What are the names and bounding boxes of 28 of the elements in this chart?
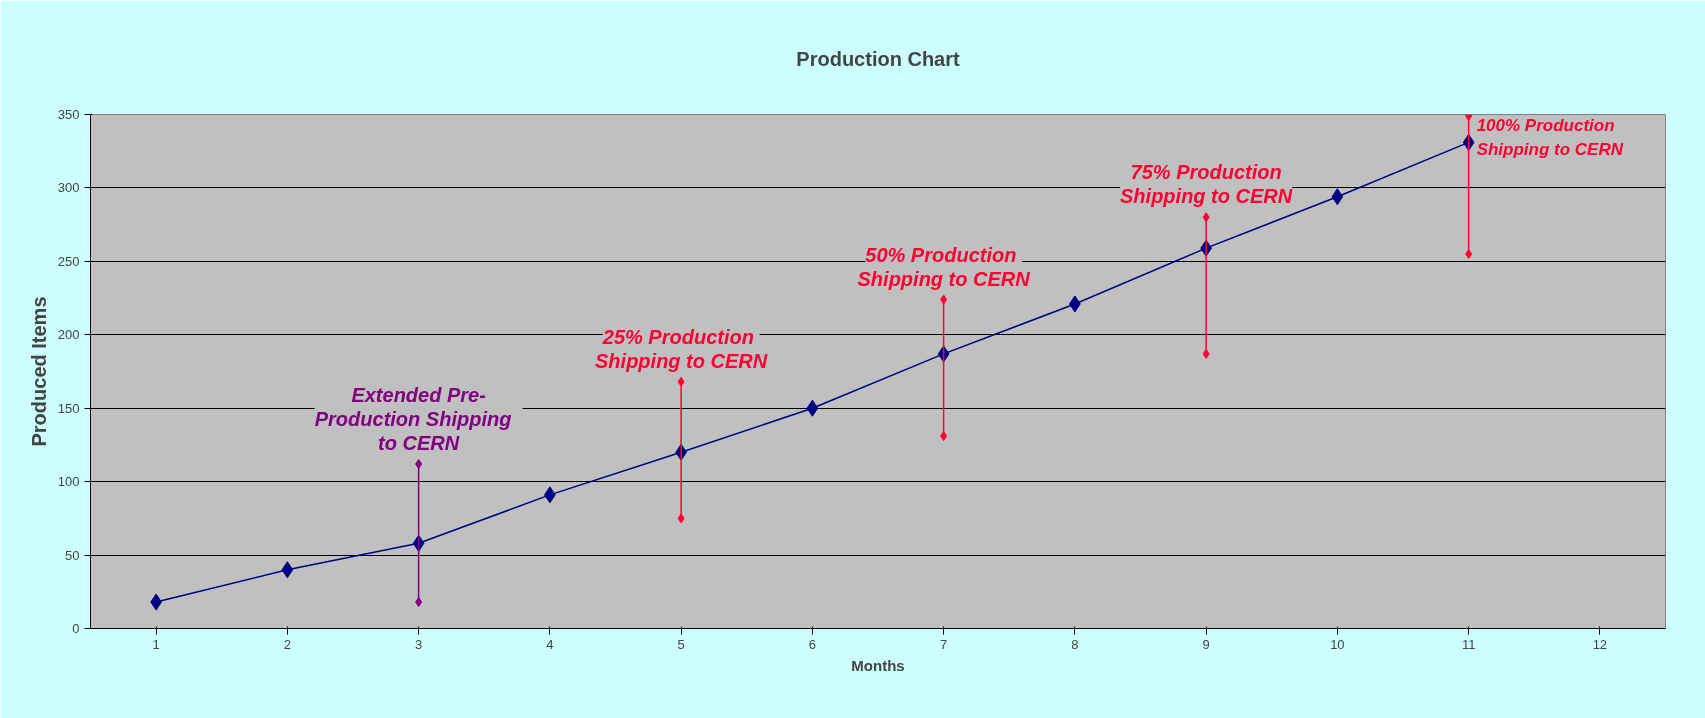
- x-tick-label: 10: [1330, 636, 1345, 652]
- x-tick-label: 11: [1461, 636, 1476, 652]
- chart-title: Production Chart: [796, 47, 960, 70]
- x-tick-label: 6: [808, 636, 816, 652]
- y-tick-label: 100: [57, 474, 80, 490]
- annotation: Extended Pre- Production Shipping to CERN: [314, 384, 512, 455]
- y-tick-label: 250: [57, 253, 80, 269]
- x-tick-label: 4: [546, 636, 554, 652]
- x-tick-label: 3: [415, 636, 423, 652]
- y-tick-label: 200: [57, 327, 80, 343]
- annotation: 75% Production Shipping to CERN: [1120, 161, 1293, 208]
- x-tick-label: 7: [940, 636, 948, 652]
- y-tick-label: 300: [57, 180, 80, 196]
- x-tick-label: 5: [677, 636, 685, 652]
- x-tick-label: 9: [1202, 636, 1210, 652]
- annotation: 50% Production Shipping to CERN: [857, 243, 1031, 290]
- x-tick-label: 12: [1592, 636, 1608, 652]
- x-tick-label: 8: [1071, 636, 1079, 652]
- x-tick-label: 2: [283, 636, 291, 652]
- y-tick-label: 350: [57, 107, 80, 122]
- y-tick-label: 150: [57, 400, 80, 416]
- y-axis-title: Produced Items: [27, 296, 50, 447]
- annotation: 25% Production Shipping to CERN: [595, 325, 768, 372]
- y-tick-label: 0: [72, 621, 80, 636]
- y-tick-label: 50: [65, 547, 80, 563]
- annotation: 100% Production Shipping to CERN: [1476, 115, 1624, 159]
- x-axis-title: Months: [851, 656, 905, 674]
- x-tick-label: 1: [152, 636, 160, 652]
